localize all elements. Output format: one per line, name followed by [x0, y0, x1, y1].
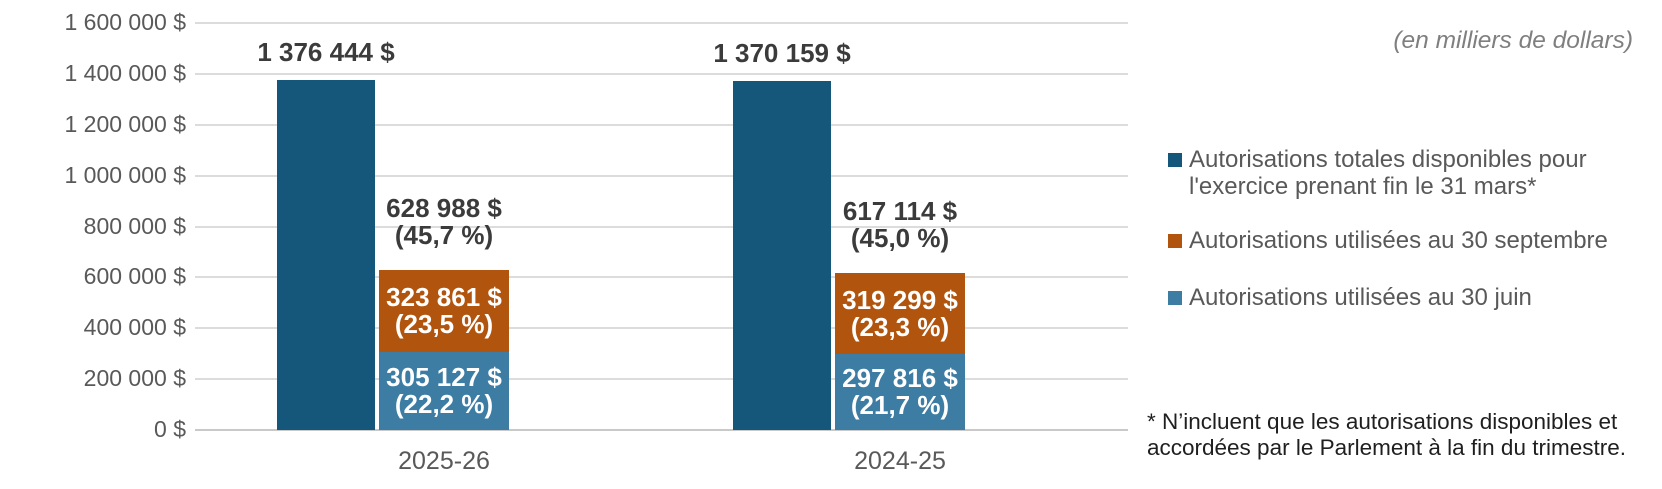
y-axis-tick-label: 800 000 $: [83, 212, 186, 239]
footnote-line: accordées par le Parlement à la fin du t…: [1147, 434, 1626, 460]
used-total-label-2025-26: 628 988 $ (45,7 %): [386, 195, 502, 249]
used-september-label-2024-25: 319 299 $ (23,3 %): [842, 284, 958, 342]
used-september-label-line: (23,3 %): [850, 311, 950, 342]
gridline: [195, 276, 1128, 279]
used-total-label-2024-25: 617 114 $ (45,0 %): [843, 198, 957, 252]
x-axis-label-2024-25: 2024-25: [854, 447, 946, 475]
legend-label-used-september: Autorisations utilisées au 30 septembre: [1189, 227, 1608, 254]
legend-label-total-available: Autorisations totales disponibles pour l…: [1189, 146, 1587, 200]
legend-swatch-total-available-icon: [1168, 153, 1182, 167]
y-axis-tick-label: 400 000 $: [83, 314, 186, 341]
gridline: [195, 174, 1128, 177]
gridline: [195, 123, 1128, 126]
legend-item-used-september: Autorisations utilisées au 30 septembre: [1168, 227, 1654, 254]
used-september-label-line: (23,5 %): [394, 309, 494, 340]
y-axis-tick-label: 600 000 $: [83, 263, 186, 290]
used-september-label-line: 319 299 $: [842, 284, 958, 315]
y-axis-tick-label: 1 200 000 $: [64, 110, 186, 137]
footnote-line: * N’incluent que les autorisations dispo…: [1147, 409, 1618, 434]
total-available-label-2024-25: 1 370 159 $: [713, 38, 851, 69]
used-june-label-2024-25: 297 816 $ (21,7 %): [842, 365, 958, 419]
gridline: [195, 429, 1128, 431]
used-june-label-2025-26: 305 127 $ (22,2 %): [386, 364, 502, 418]
used-total-label-line: (45,7 %): [394, 220, 494, 250]
footnote: * N’incluent que les autorisations dispo…: [1147, 409, 1626, 460]
legend-item-total-available: Autorisations totales disponibles pour l…: [1168, 146, 1654, 200]
legend-label-used-june: Autorisations utilisées au 30 juin: [1189, 284, 1532, 311]
y-axis-tick-label: 1 000 000 $: [64, 161, 186, 188]
used-september-label-line: 323 861 $: [386, 282, 502, 313]
gridline: [195, 225, 1128, 228]
legend-label-line: l'exercice prenant fin le 31 mars*: [1189, 173, 1537, 200]
used-total-label-line: 628 988 $: [386, 193, 502, 223]
legend-label-line: Autorisations utilisées au 30 juin: [1189, 284, 1532, 311]
y-axis-tick-label: 1 600 000 $: [64, 8, 186, 35]
gridline: [195, 378, 1128, 381]
y-axis-tick-label: 1 400 000 $: [64, 59, 186, 86]
used-june-label-line: (22,2 %): [394, 389, 494, 420]
gridline: [195, 72, 1128, 75]
gridline: [195, 327, 1128, 330]
used-september-label-2025-26: 323 861 $ (23,5 %): [386, 284, 502, 338]
legend-swatch-used-september-icon: [1168, 234, 1182, 248]
bar-total-available-2024-25: [733, 81, 831, 430]
legend-label-line: Autorisations utilisées au 30 septembre: [1189, 227, 1608, 254]
used-june-label-line: 297 816 $: [842, 363, 958, 394]
legend-label-line: Autorisations totales disponibles pour: [1189, 146, 1587, 173]
x-axis-label-2025-26: 2025-26: [398, 447, 490, 475]
used-june-label-line: 305 127 $: [386, 362, 502, 393]
bar-used-june-2024-25: [835, 354, 965, 430]
used-june-label-line: (21,7 %): [850, 390, 950, 421]
y-axis-tick-label: 0 $: [154, 415, 186, 442]
legend-item-used-june: Autorisations utilisées au 30 juin: [1168, 284, 1654, 311]
y-axis-tick-label: 200 000 $: [83, 365, 186, 392]
total-available-label-2025-26: 1 376 444 $: [257, 36, 395, 67]
legend: Autorisations totales disponibles pour l…: [1168, 146, 1654, 311]
bar-used-september-2025-26: [379, 270, 509, 353]
used-total-label-line: (45,0 %): [850, 223, 950, 254]
bar-used-june-2025-26: [379, 352, 509, 430]
used-total-label-line: 617 114 $: [842, 196, 958, 227]
unit-note: (en milliers de dollars): [1393, 27, 1633, 54]
legend-swatch-used-june-icon: [1168, 291, 1182, 305]
bar-total-available-2025-26: [277, 79, 375, 430]
gridline: [195, 22, 1128, 24]
bar-used-september-2024-25: [835, 273, 965, 355]
